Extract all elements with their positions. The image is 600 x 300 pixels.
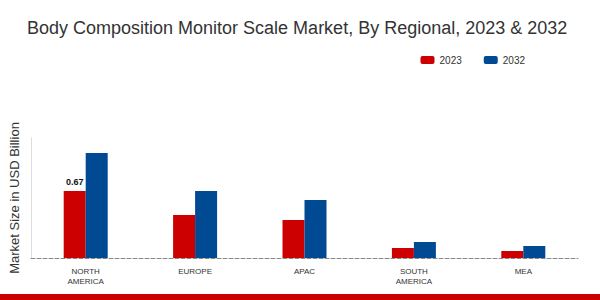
svg-text:0.67: 0.67 xyxy=(66,177,84,187)
svg-text:EUROPE: EUROPE xyxy=(178,267,212,276)
svg-text:AMERICA: AMERICA xyxy=(396,277,433,286)
svg-text:APAC: APAC xyxy=(294,267,315,276)
svg-text:AMERICA: AMERICA xyxy=(67,277,104,286)
svg-text:MEA: MEA xyxy=(515,267,533,276)
svg-text:SOUTH: SOUTH xyxy=(400,267,428,276)
svg-text:2032: 2032 xyxy=(503,55,526,66)
svg-text:NORTH: NORTH xyxy=(72,267,101,276)
svg-text:Body Composition Monitor Scale: Body Composition Monitor Scale Market, B… xyxy=(27,18,567,38)
svg-text:2023: 2023 xyxy=(440,55,463,66)
svg-text:Market Size in USD Billion: Market Size in USD Billion xyxy=(7,122,22,274)
